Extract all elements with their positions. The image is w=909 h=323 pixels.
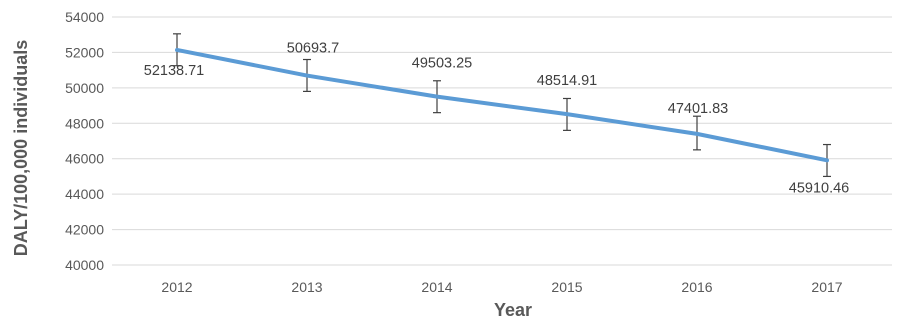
x-axis-title: Year <box>494 300 532 320</box>
data-label: 47401.83 <box>668 101 728 117</box>
data-label: 50693.7 <box>287 41 339 57</box>
x-tick-label: 2015 <box>551 279 582 295</box>
y-tick-label: 42000 <box>65 222 104 238</box>
y-tick-label: 44000 <box>65 186 104 202</box>
gridlines <box>112 16 892 266</box>
series-line <box>175 47 829 163</box>
y-tick-label: 50000 <box>65 80 104 96</box>
y-tick-label: 52000 <box>65 44 104 60</box>
y-axis-ticks: 40000 42000 44000 46000 48000 50000 52000 54000 <box>65 9 104 273</box>
y-tick-label: 46000 <box>65 151 104 167</box>
y-tick-label: 54000 <box>65 9 104 25</box>
data-labels: 52138.71 50693.7 49503.25 48514.91 47401.83 4… <box>144 41 849 197</box>
y-tick-label: 40000 <box>65 257 104 273</box>
y-axis-title: DALY/100,000 individuals <box>11 40 31 256</box>
x-tick-label: 2017 <box>811 279 842 295</box>
x-tick-label: 2016 <box>681 279 712 295</box>
x-axis-ticks: 2012 2013 2014 2015 2016 2017 <box>161 279 842 295</box>
data-label: 45910.46 <box>789 180 849 196</box>
data-label: 49503.25 <box>412 56 472 72</box>
x-tick-label: 2014 <box>421 279 452 295</box>
x-tick-label: 2013 <box>291 279 322 295</box>
data-label: 52138.71 <box>144 63 204 79</box>
x-tick-label: 2012 <box>161 279 192 295</box>
y-tick-label: 48000 <box>65 115 104 131</box>
data-label: 48514.91 <box>537 73 597 89</box>
